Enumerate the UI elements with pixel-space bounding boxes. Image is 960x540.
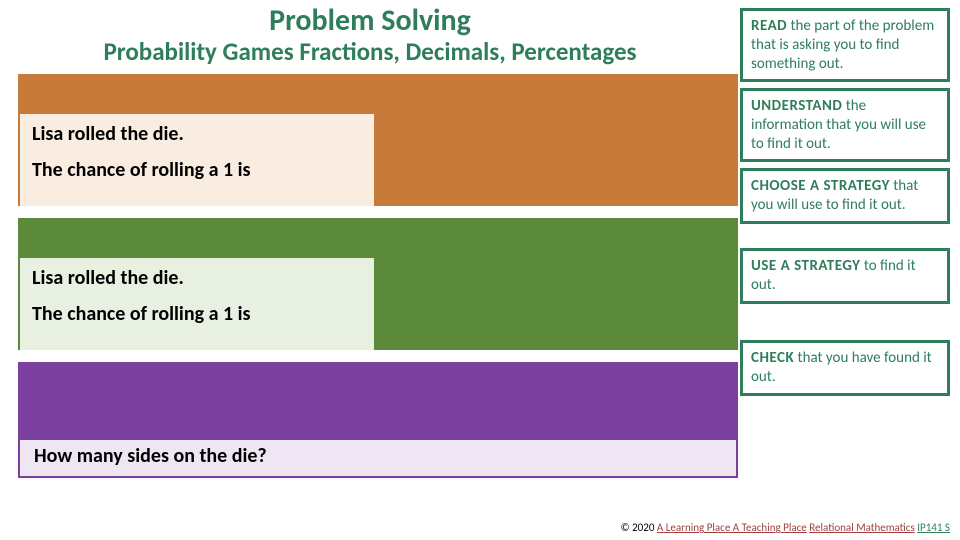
side-step-3: CHOOSE A STRATEGY that you will use to f… — [740, 168, 950, 224]
problem-block-1: Lisa rolled the die. The chance of rolli… — [18, 74, 738, 206]
side-step-1-kw: READ — [751, 17, 787, 35]
question-block: How many sides on the die? — [18, 362, 738, 478]
side-step-2: UNDERSTAND the information that you will… — [740, 88, 950, 162]
footer-copyright: © 2020 — [620, 521, 656, 534]
problem-block-2-line2: The chance of rolling a 1 is — [32, 302, 362, 326]
problem-block-2-line1: Lisa rolled the die. — [32, 266, 362, 290]
footer-link-2[interactable]: Relational Mathematics — [809, 521, 914, 534]
problem-block-1-line2: The chance of rolling a 1 is — [32, 158, 362, 182]
side-step-2-kw: UNDERSTAND — [751, 97, 842, 115]
question-text: How many sides on the die? — [20, 440, 736, 476]
problem-block-1-line1: Lisa rolled the die. — [32, 122, 362, 146]
slide: Problem Solving Probability Games Fracti… — [0, 0, 960, 540]
question-overlay — [20, 364, 736, 442]
side-step-4-kw: USE A STRATEGY — [751, 257, 860, 275]
problem-block-2: Lisa rolled the die. The chance of rolli… — [18, 218, 738, 350]
footer-link-3[interactable]: IP141 S — [917, 521, 950, 534]
side-step-5: CHECK that you have found it out. — [740, 340, 950, 396]
footer-link-1[interactable]: A Learning Place A Teaching Place — [657, 521, 807, 534]
page-title: Problem Solving — [0, 2, 740, 39]
side-step-3-kw: CHOOSE A STRATEGY — [751, 177, 890, 195]
page-subtitle: Probability Games Fractions, Decimals, P… — [0, 36, 740, 67]
side-step-5-kw: CHECK — [751, 349, 794, 367]
footer: © 2020 A Learning Place A Teaching Place… — [620, 521, 950, 534]
problem-block-1-text: Lisa rolled the die. The chance of rolli… — [20, 114, 374, 206]
problem-block-2-text: Lisa rolled the die. The chance of rolli… — [20, 258, 374, 350]
side-step-1: READ the part of the problem that is ask… — [740, 8, 950, 82]
side-step-4: USE A STRATEGY to find it out. — [740, 248, 950, 304]
